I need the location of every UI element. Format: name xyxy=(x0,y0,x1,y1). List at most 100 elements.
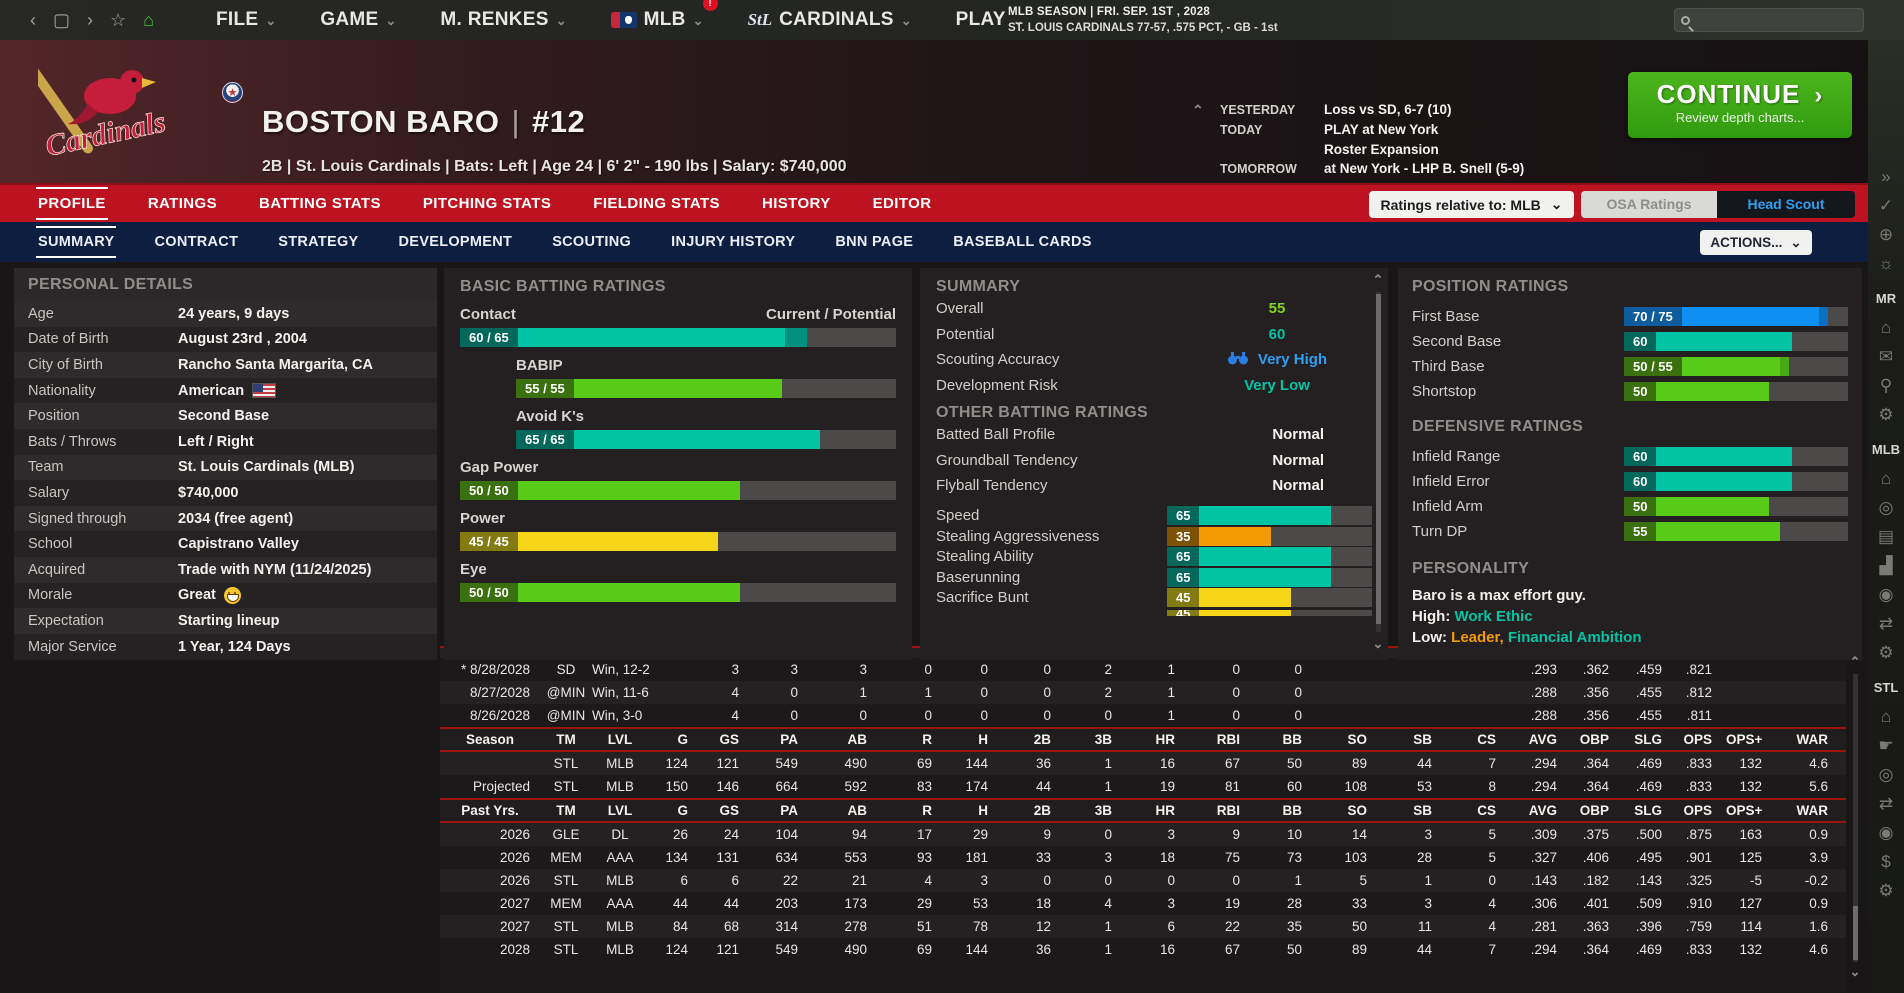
cell-team: MEM xyxy=(550,850,582,865)
home-icon[interactable]: ⌂ xyxy=(1880,469,1892,488)
subtab-contract[interactable]: CONTRACT xyxy=(154,234,239,250)
table-row[interactable]: 2027 MEM AAA 44 44 203 173 29 53 18 4 3 19 28 33 3 4.306… xyxy=(440,892,1846,915)
menu-file[interactable]: FILE ⌄ xyxy=(216,0,276,40)
baseball-icon[interactable]: ◉ xyxy=(1878,823,1894,842)
subtab-development[interactable]: DEVELOPMENT xyxy=(398,234,513,250)
lineup-icon[interactable]: ☛ xyxy=(1878,736,1894,755)
settings-icon[interactable]: ⚙ xyxy=(1878,881,1894,900)
tab-pitching-stats[interactable]: PITCHING STATS xyxy=(422,195,552,212)
schedule-row: TOMORROW at New York - LHP B. Snell (5-9) xyxy=(1220,159,1530,179)
cell-stat: 50 xyxy=(1351,919,1367,934)
subtab-injury-history[interactable]: INJURY HISTORY xyxy=(671,234,796,250)
subtab-bnn-page[interactable]: BNN PAGE xyxy=(835,234,914,250)
osa-ratings-button[interactable]: OSA Ratings xyxy=(1581,191,1717,218)
game-log-row[interactable]: 8/26/2028 @MIN Win, 3-0 4 0 0 0 0 0 0 1 0 0 .288 .356.… xyxy=(440,704,1846,727)
mail-icon[interactable]: ✉ xyxy=(1878,347,1894,366)
menu-label: MLB xyxy=(643,9,686,30)
rating-value-chip: 70 / 75 xyxy=(1624,307,1682,326)
table-row[interactable]: 2026 STL MLB 6 6 22 21 4 3 0 0 0 0 1 5 1 0 .143 .182 .143 .3… xyxy=(440,869,1846,892)
cell-stat: 0 xyxy=(790,685,798,700)
tab-ratings[interactable]: RATINGS xyxy=(147,195,217,212)
tab-fielding-stats[interactable]: FIELDING STATS xyxy=(593,195,720,212)
settings-icon[interactable]: ⚙ xyxy=(1878,643,1894,662)
rating-label-eye: Eye xyxy=(460,561,896,578)
home-icon[interactable]: ⌂ xyxy=(1880,707,1892,726)
table-scrollbar[interactable]: ⌃ ⌄ xyxy=(1848,654,1862,986)
search-input[interactable] xyxy=(1674,8,1864,32)
scrollbar-thumb[interactable] xyxy=(1376,294,1381,624)
game-log-row[interactable]: 8/27/2028 @MIN Win, 11-6 4 0 1 1 0 0 2 1 0 0 .288 .356… xyxy=(440,681,1846,704)
rating-bar-fill xyxy=(1199,567,1332,587)
schedule-day-label: YESTERDAY xyxy=(1220,103,1296,117)
back-icon[interactable]: ‹ xyxy=(30,10,36,30)
table-row[interactable]: 2026 MEM AAA 134 131 634 553 93 181 33 3 18 75 73 103 2… xyxy=(440,846,1846,869)
scroll-down-icon[interactable]: ⌄ xyxy=(1849,964,1861,979)
window-icon[interactable]: ▢ xyxy=(53,10,71,30)
personality-trait: Financial Ambition xyxy=(1503,629,1642,646)
table-row[interactable]: Projected STL MLB 150 146 664 592 83 174 44 1 19 81 6… xyxy=(440,775,1846,798)
transactions-icon[interactable]: ⇄ xyxy=(1878,794,1894,813)
table-row[interactable]: 2026 GLE DL 26 24 104 94 17 29 9 0 3 9 10 14 3 5 .309 .375… xyxy=(440,823,1846,846)
menu-play[interactable]: PLAY ⌄ xyxy=(956,0,1024,40)
home-icon[interactable]: ⌂ xyxy=(1880,318,1892,337)
summary-label: Scouting Accuracy xyxy=(936,351,1060,369)
finance-icon[interactable]: $ xyxy=(1881,852,1891,871)
tab-history[interactable]: HISTORY xyxy=(761,195,831,212)
check-icon[interactable]: ✓ xyxy=(1878,196,1894,215)
cardinals-logo: Cardinals xyxy=(29,44,172,179)
tab-editor[interactable]: EDITOR xyxy=(872,195,932,212)
favorite-icon[interactable]: ☆ xyxy=(110,10,127,30)
scroll-down-icon[interactable]: ⌄ xyxy=(1372,636,1384,651)
standings-icon[interactable]: ◎ xyxy=(1878,765,1894,784)
subtab-strategy[interactable]: STRATEGY xyxy=(278,234,359,250)
menu-mlb[interactable]: MLB ⌄! xyxy=(610,0,718,40)
season-date: MLB SEASON | FRI. SEP. 1ST , 2028 xyxy=(1008,6,1210,18)
rating-value-chip: 50 / 55 xyxy=(1624,357,1682,376)
search-icon[interactable]: ⚲ xyxy=(1879,376,1893,395)
menu-game[interactable]: GAME ⌄ xyxy=(320,0,396,40)
stats-icon[interactable]: ▟ xyxy=(1879,556,1893,575)
schedule-up-icon[interactable]: ⌃ xyxy=(1192,102,1204,118)
table-row[interactable]: 2028 STL MLB 124 121 549 490 69 144 36 1 16 67 50 89 44… xyxy=(440,938,1846,961)
cell-stat: -0.2 xyxy=(1804,873,1828,888)
transactions-icon[interactable]: ⇄ xyxy=(1878,614,1894,633)
other-batting-title: OTHER BATTING RATINGS xyxy=(936,404,1148,421)
subtab-baseball-cards[interactable]: BASEBALL CARDS xyxy=(953,234,1092,250)
tab-batting-stats[interactable]: BATTING STATS xyxy=(259,195,381,212)
settings-icon[interactable]: ⚙ xyxy=(1878,405,1894,424)
rating-bar-stealing-aggressiveness: 35 xyxy=(1167,526,1372,546)
personal-label: Morale xyxy=(28,587,73,604)
subtab-scouting[interactable]: SCOUTING xyxy=(552,234,632,250)
cell-stat: 51 xyxy=(916,919,932,934)
expand-icon[interactable]: » xyxy=(1881,167,1891,186)
cell-stat: 1 xyxy=(1104,919,1112,934)
table-row[interactable]: 2027 STL MLB 84 68 314 278 51 78 12 1 6 22 35 50 11 4.28… xyxy=(440,915,1846,938)
scroll-up-icon[interactable]: ⌃ xyxy=(1372,272,1384,287)
menu-cardinals[interactable]: StL CARDINALS ⌄ xyxy=(748,0,912,40)
cell-stat: .294 xyxy=(1530,779,1557,794)
scrollbar-thumb[interactable] xyxy=(1853,906,1858,960)
game-log-row[interactable]: * 8/28/2028 SD Win, 12-2 3 3 3 0 0 0 2 1 0 0 .293 .362… xyxy=(440,658,1846,681)
standings-icon[interactable]: ◎ xyxy=(1878,498,1894,517)
main-menus: FILE ⌄ GAME ⌄ M. RENKES ⌄ MLB ⌄! StL CARDINALS ⌄ PL… xyxy=(216,0,1024,40)
globe-icon[interactable]: ⊕ xyxy=(1878,225,1894,244)
idea-icon[interactable]: ☼ xyxy=(1878,254,1894,273)
rating-name: Gap Power xyxy=(460,459,539,476)
summary-scrollbar[interactable]: ⌃ ⌄ xyxy=(1371,272,1385,652)
subtab-summary[interactable]: SUMMARY xyxy=(36,226,117,258)
actions-button[interactable]: ACTIONS... ⌄ xyxy=(1700,230,1812,255)
scrollbar-track[interactable] xyxy=(1853,674,1858,962)
tab-profile[interactable]: PROFILE xyxy=(36,187,108,220)
baseball-icon[interactable]: ◉ xyxy=(1878,585,1894,604)
continue-button[interactable]: CONTINUE › Review depth charts... xyxy=(1628,72,1852,138)
menu-m-renkes[interactable]: M. RENKES ⌄ xyxy=(440,0,566,40)
head-scout-button[interactable]: Head Scout xyxy=(1717,191,1855,218)
cell-stat: .306 xyxy=(1530,896,1557,911)
forward-icon[interactable]: › xyxy=(87,10,94,30)
rating-row-turn-dp: Turn DP 55 xyxy=(1412,519,1848,544)
table-row[interactable]: STL MLB 124 121 549 490 69 144 36 1 16 67 50 89 44 7 .29… xyxy=(440,752,1846,775)
home-icon[interactable]: ⌂ xyxy=(143,10,155,30)
id-card-icon[interactable]: ▤ xyxy=(1877,527,1895,546)
ratings-relative-dropdown[interactable]: Ratings relative to: MLB ⌄ xyxy=(1369,191,1574,218)
scroll-up-icon[interactable]: ⌃ xyxy=(1849,654,1861,669)
